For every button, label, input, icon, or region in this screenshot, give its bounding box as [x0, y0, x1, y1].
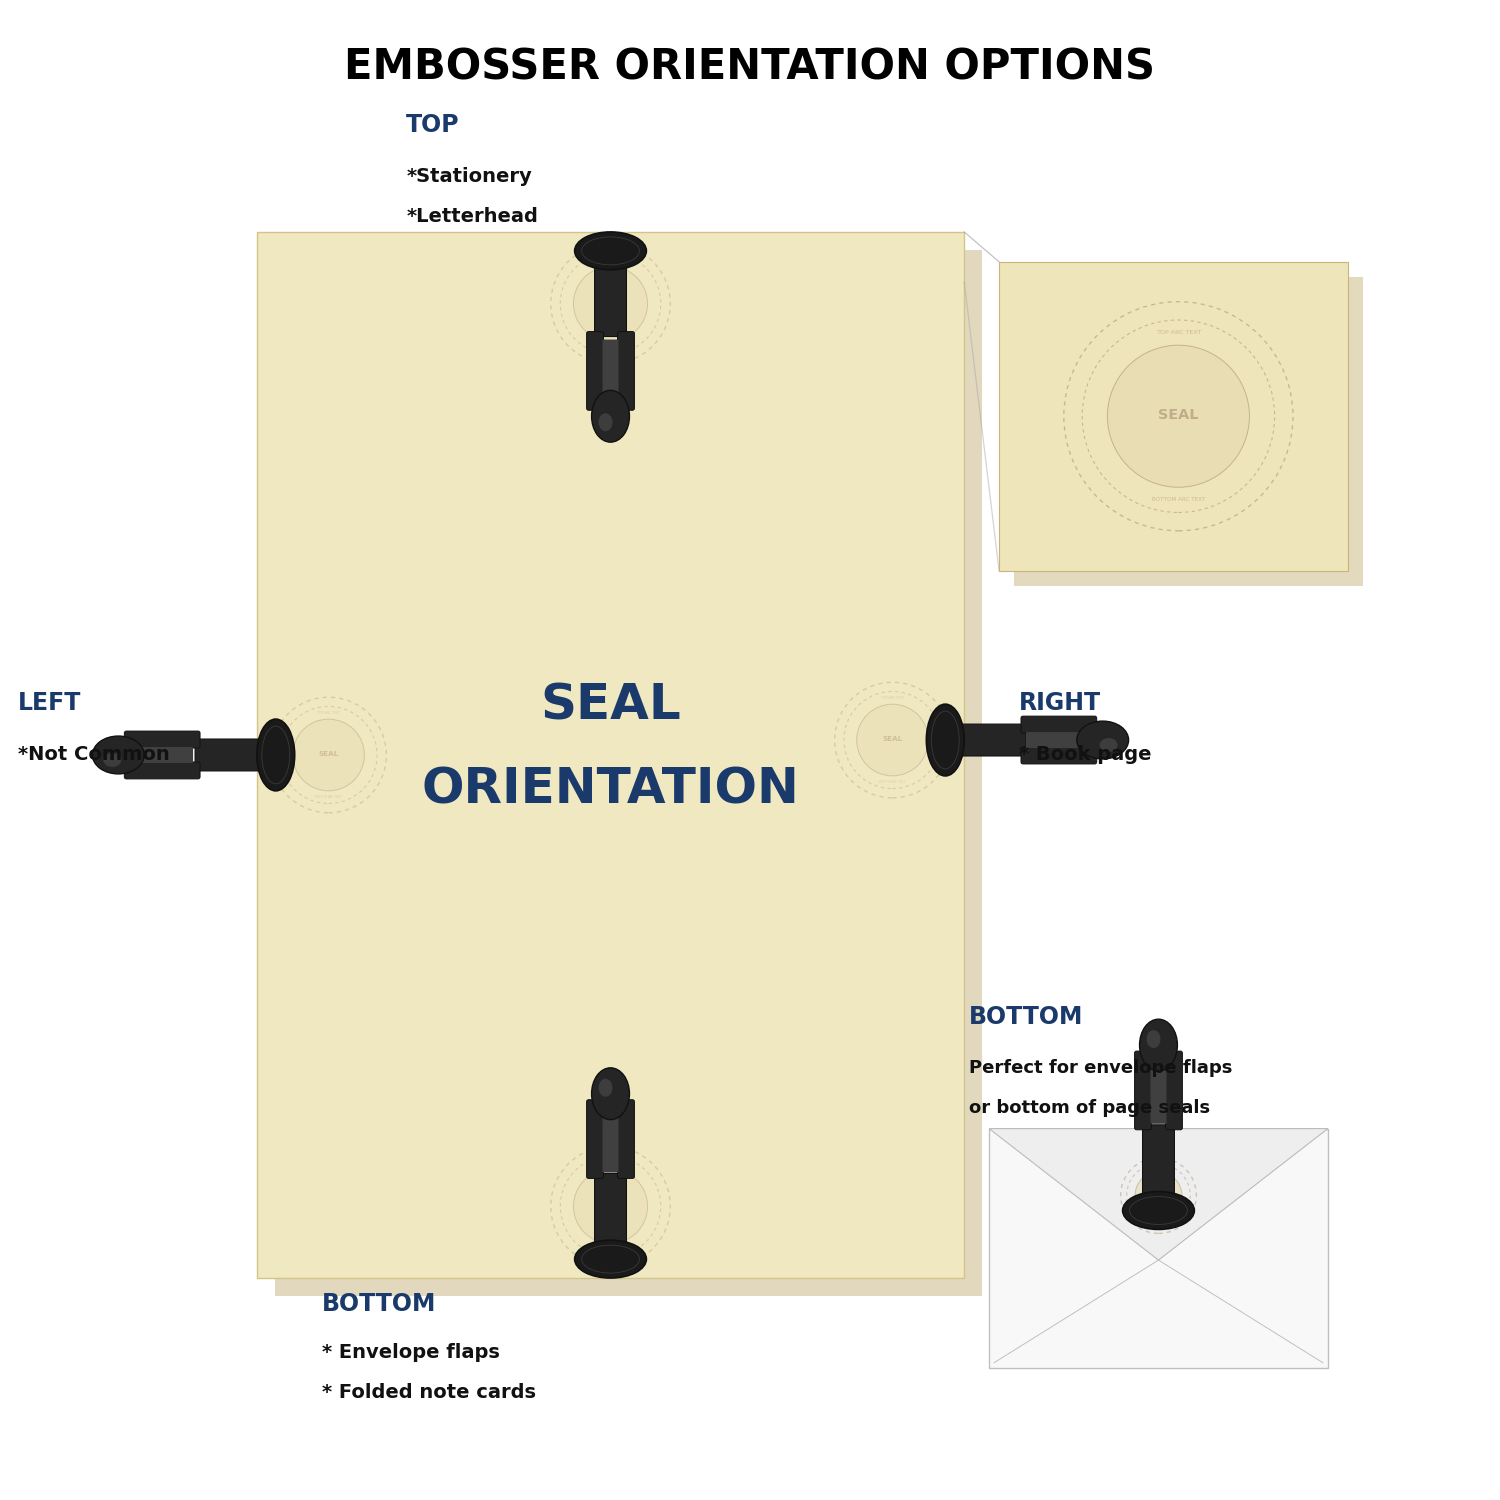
Text: SEAL: SEAL	[600, 300, 621, 306]
Ellipse shape	[1146, 1030, 1161, 1048]
Text: EMBOSSER ORIENTATION OPTIONS: EMBOSSER ORIENTATION OPTIONS	[345, 46, 1155, 88]
Text: TOP ARC TEXT: TOP ARC TEXT	[598, 258, 622, 262]
Ellipse shape	[256, 718, 294, 790]
Text: RIGHT: RIGHT	[1019, 692, 1101, 715]
Text: BOTTOM ARC TEXT: BOTTOM ARC TEXT	[315, 795, 342, 800]
Circle shape	[292, 718, 364, 790]
Circle shape	[1136, 1172, 1182, 1219]
FancyBboxPatch shape	[594, 1173, 627, 1244]
FancyBboxPatch shape	[1134, 1052, 1152, 1130]
Circle shape	[573, 1168, 648, 1244]
Circle shape	[856, 704, 928, 776]
Ellipse shape	[591, 390, 630, 442]
Ellipse shape	[1100, 738, 1118, 752]
Ellipse shape	[1140, 1019, 1178, 1071]
Text: SEAL: SEAL	[600, 1203, 621, 1209]
Polygon shape	[988, 1128, 1328, 1260]
FancyBboxPatch shape	[603, 1107, 618, 1173]
FancyBboxPatch shape	[1166, 1052, 1182, 1130]
Ellipse shape	[93, 736, 144, 774]
FancyBboxPatch shape	[999, 262, 1348, 570]
Text: SEAL: SEAL	[1158, 408, 1198, 422]
FancyBboxPatch shape	[618, 1100, 634, 1179]
Ellipse shape	[927, 704, 964, 776]
Text: SEAL: SEAL	[318, 752, 339, 758]
FancyBboxPatch shape	[1143, 1125, 1174, 1196]
Text: * Book page: * Book page	[1019, 746, 1152, 764]
FancyBboxPatch shape	[586, 332, 603, 411]
Text: TOP ARC TEXT: TOP ARC TEXT	[880, 696, 904, 700]
Text: TOP ARC TEXT: TOP ARC TEXT	[1155, 330, 1202, 334]
Text: SEAL: SEAL	[1150, 1192, 1166, 1197]
Text: TOP: TOP	[406, 114, 460, 138]
Ellipse shape	[574, 232, 646, 270]
FancyBboxPatch shape	[1026, 732, 1089, 748]
Ellipse shape	[598, 1078, 612, 1096]
Text: * Envelope flaps: * Envelope flaps	[321, 1342, 500, 1362]
Text: BOTTOM: BOTTOM	[321, 1292, 436, 1316]
Text: LEFT: LEFT	[18, 692, 81, 715]
FancyBboxPatch shape	[988, 1128, 1328, 1368]
Text: SEAL: SEAL	[540, 681, 681, 729]
Circle shape	[573, 267, 648, 340]
Ellipse shape	[104, 753, 122, 766]
Ellipse shape	[598, 414, 612, 430]
Ellipse shape	[1122, 1191, 1194, 1230]
Text: BOTTOM ARC TEXT: BOTTOM ARC TEXT	[597, 1248, 624, 1252]
Ellipse shape	[1077, 722, 1128, 759]
Text: BOTTOM ARC TEXT: BOTTOM ARC TEXT	[1146, 1221, 1172, 1226]
FancyBboxPatch shape	[960, 724, 1026, 756]
FancyBboxPatch shape	[618, 332, 634, 411]
FancyBboxPatch shape	[195, 740, 261, 771]
FancyBboxPatch shape	[1150, 1059, 1167, 1124]
Text: TOP ARC TEXT: TOP ARC TEXT	[1149, 1166, 1168, 1170]
FancyBboxPatch shape	[124, 730, 200, 748]
Ellipse shape	[591, 1068, 630, 1119]
Text: BOTTOM ARC TEXT: BOTTOM ARC TEXT	[879, 780, 906, 784]
Text: Perfect for envelope flaps: Perfect for envelope flaps	[969, 1059, 1233, 1077]
Text: BOTTOM: BOTTOM	[969, 1005, 1083, 1029]
FancyBboxPatch shape	[1022, 716, 1096, 734]
Circle shape	[1107, 345, 1250, 488]
FancyBboxPatch shape	[586, 1100, 603, 1179]
FancyBboxPatch shape	[603, 339, 618, 405]
FancyBboxPatch shape	[274, 251, 982, 1296]
Text: SEAL: SEAL	[882, 736, 903, 742]
Text: *Not Common: *Not Common	[18, 746, 170, 764]
Text: *Stationery: *Stationery	[406, 166, 532, 186]
FancyBboxPatch shape	[256, 232, 964, 1278]
FancyBboxPatch shape	[1022, 747, 1096, 764]
Text: or bottom of page seals: or bottom of page seals	[969, 1098, 1210, 1116]
FancyBboxPatch shape	[1014, 278, 1362, 585]
Text: TOP ARC TEXT: TOP ARC TEXT	[316, 711, 340, 716]
Text: * Folded note cards: * Folded note cards	[321, 1383, 536, 1401]
FancyBboxPatch shape	[124, 762, 200, 778]
Text: BOTTOM ARC TEXT: BOTTOM ARC TEXT	[597, 345, 624, 350]
FancyBboxPatch shape	[129, 747, 194, 764]
FancyBboxPatch shape	[594, 266, 627, 336]
Text: BOTTOM ARC TEXT: BOTTOM ARC TEXT	[1152, 498, 1204, 502]
Text: TOP ARC TEXT: TOP ARC TEXT	[598, 1161, 622, 1164]
Ellipse shape	[574, 1240, 646, 1278]
Text: ORIENTATION: ORIENTATION	[422, 766, 800, 814]
Text: *Letterhead: *Letterhead	[406, 207, 538, 226]
